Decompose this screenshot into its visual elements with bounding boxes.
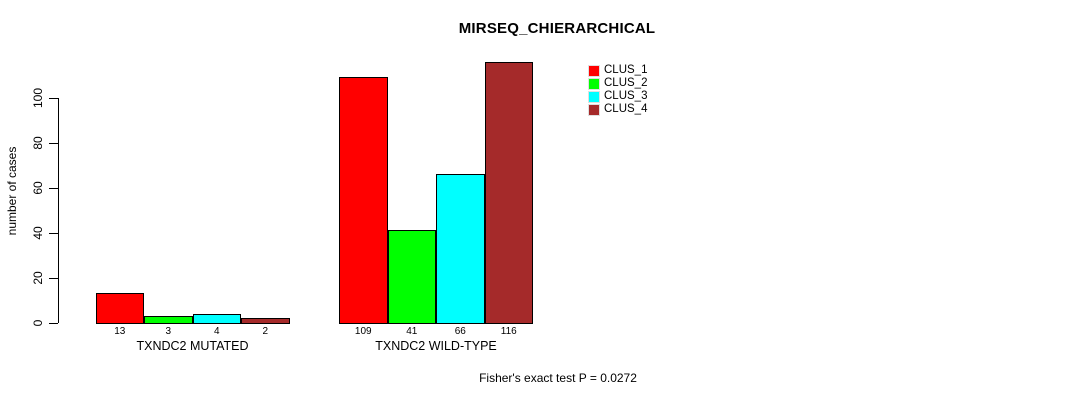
y-tick [49, 232, 58, 234]
x-category-label: TXNDC2 WILD-TYPE [375, 339, 497, 353]
bar-clus_4-wildtype [484, 61, 533, 324]
bar-value-label: 3 [165, 326, 172, 337]
y-tick-label: 80 [31, 135, 45, 150]
bar-clus_3-wildtype [436, 174, 485, 324]
annotation-text: Fisher's exact test P = 0.0272 [479, 371, 637, 385]
bar-value-label: 2 [262, 326, 269, 337]
x-category-label: TXNDC2 MUTATED [136, 339, 249, 353]
legend-swatch-clus_1 [588, 65, 600, 77]
y-tick-label: 100 [31, 87, 45, 108]
bar-clus_2-wildtype [387, 230, 436, 324]
y-tick [49, 322, 58, 324]
legend-label-clus_3: CLUS_3 [604, 90, 648, 102]
y-tick-label: 0 [31, 319, 45, 326]
y-tick-label: 20 [31, 270, 45, 285]
y-tick-label: 60 [31, 180, 45, 195]
y-tick [49, 97, 58, 99]
y-axis-line [58, 97, 59, 323]
bar-value-label: 4 [213, 326, 220, 337]
legend-label-clus_2: CLUS_2 [604, 77, 648, 89]
chart-title: MIRSEQ_CHIERARCHICAL [458, 20, 656, 37]
bar-clus_3-mutated [192, 313, 241, 324]
y-tick-label: 40 [31, 225, 45, 240]
legend-swatch-clus_2 [588, 78, 600, 90]
bar-clus_2-mutated [144, 315, 193, 324]
bar-value-label: 116 [500, 326, 517, 337]
bar-clus_1-mutated [95, 293, 144, 324]
y-tick [49, 142, 58, 144]
bar-clus_4-mutated [241, 318, 290, 324]
legend-label-clus_4: CLUS_4 [604, 103, 648, 115]
bar-value-label: 41 [406, 326, 418, 337]
y-tick [49, 277, 58, 279]
legend-swatch-clus_3 [588, 91, 600, 103]
legend-label-clus_1: CLUS_1 [604, 64, 648, 76]
legend-swatch-clus_4 [588, 104, 600, 116]
bar-value-label: 109 [354, 326, 372, 337]
y-tick [49, 187, 58, 189]
bar-clus_1-wildtype [339, 77, 388, 324]
bar-value-label: 13 [114, 326, 126, 337]
bar-value-label: 66 [454, 326, 466, 337]
